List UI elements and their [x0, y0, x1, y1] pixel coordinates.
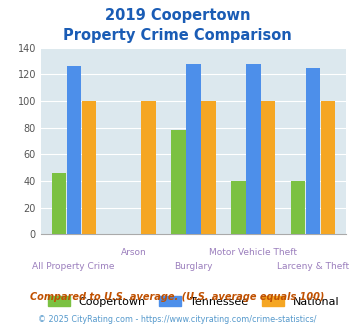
Text: Arson: Arson [121, 248, 147, 257]
Bar [186, 64, 201, 234]
Text: Property Crime Comparison: Property Crime Comparison [63, 28, 292, 43]
Bar [51, 173, 66, 234]
Bar [141, 101, 156, 234]
Text: © 2025 CityRating.com - https://www.cityrating.com/crime-statistics/: © 2025 CityRating.com - https://www.city… [38, 315, 317, 324]
Text: Larceny & Theft: Larceny & Theft [277, 262, 349, 271]
Text: All Property Crime: All Property Crime [33, 262, 115, 271]
Bar [246, 64, 261, 234]
Bar [67, 67, 81, 234]
Text: Burglary: Burglary [174, 262, 213, 271]
Legend: Coopertown, Tennessee, National: Coopertown, Tennessee, National [48, 296, 339, 307]
Text: Motor Vehicle Theft: Motor Vehicle Theft [209, 248, 297, 257]
Bar [291, 181, 305, 234]
Bar [306, 68, 320, 234]
Bar [171, 130, 186, 234]
Text: 2019 Coopertown: 2019 Coopertown [105, 8, 250, 23]
Bar [82, 101, 96, 234]
Text: Compared to U.S. average. (U.S. average equals 100): Compared to U.S. average. (U.S. average … [30, 292, 325, 302]
Bar [231, 181, 246, 234]
Bar [261, 101, 275, 234]
Bar [201, 101, 215, 234]
Bar [321, 101, 335, 234]
